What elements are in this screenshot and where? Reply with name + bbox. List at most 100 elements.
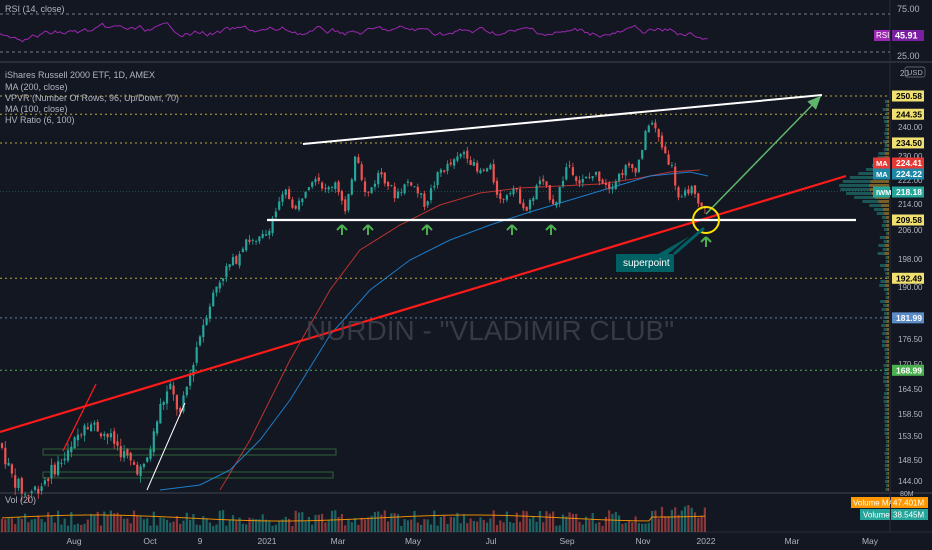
vpvr-bar-up — [883, 240, 887, 243]
volume-bar — [208, 522, 211, 532]
white-short-trendline[interactable] — [146, 402, 186, 491]
candle-body — [459, 154, 462, 157]
support-arrow-icon — [506, 224, 518, 235]
volume-bar — [159, 517, 162, 532]
vpvr-bar-down — [887, 404, 889, 407]
price-tag-bg — [892, 214, 924, 226]
vpvr-bar-down — [886, 240, 889, 243]
volume-ma-label-bg — [851, 497, 890, 508]
price-tick: 164.50 — [898, 385, 923, 394]
rsi-pane[interactable]: RSI (14, close) 75.00 25.00 RSI 45.91 — [0, 4, 924, 61]
volume-bar — [30, 519, 33, 532]
candle-body — [512, 188, 515, 195]
price-tick: 176.50 — [898, 335, 923, 344]
candle-body — [208, 306, 211, 319]
candle-body — [367, 191, 370, 193]
vpvr-bar-up — [884, 312, 888, 315]
candle-body — [591, 176, 594, 179]
candle-body — [47, 478, 50, 481]
volume-bar — [288, 518, 291, 532]
candle-body — [489, 164, 492, 170]
candle-body — [350, 179, 353, 195]
red-short-trendline[interactable] — [62, 383, 97, 452]
time-axis[interactable]: Aug Oct 9 2021 Mar May Jul Sep Nov 2022 Mar May — [66, 536, 878, 546]
volume-bar — [179, 523, 182, 532]
price-tag-bg — [892, 90, 924, 102]
candle-body — [624, 165, 627, 176]
volume-bar — [393, 513, 396, 532]
candle-body — [60, 463, 63, 465]
volume-bar — [618, 515, 621, 532]
support-arrow-icon — [700, 236, 712, 247]
time-axis-label: 9 — [198, 536, 203, 546]
volume-bar — [33, 518, 37, 532]
volume-bar — [545, 511, 548, 532]
price-pane[interactable]: superpoint NURDIN - "VLADIMIR CLUB" 240.… — [0, 66, 926, 503]
candle-body — [568, 165, 571, 167]
volume-bar — [350, 522, 353, 532]
volume-bar — [222, 510, 225, 532]
price-tag-label-bg — [873, 157, 890, 169]
vpvr-bar-down — [885, 300, 889, 303]
volume-bar — [436, 525, 439, 532]
vpvr-bar-up — [878, 152, 885, 155]
candle-body — [80, 434, 83, 436]
candle-body — [33, 486, 37, 490]
candle-body — [429, 188, 433, 201]
candle-body — [453, 159, 456, 166]
support-zone-1[interactable] — [42, 448, 337, 456]
price-axis[interactable]: 240.00 230.00 222.00 214.00 206.00 198.00 190.… — [898, 123, 923, 486]
legend-ma100[interactable]: MA (100, close) — [5, 104, 68, 114]
candle-body — [347, 194, 350, 211]
candle-body — [674, 166, 677, 186]
volume-bar — [482, 520, 485, 532]
candle-body — [604, 182, 607, 185]
candle-body — [436, 172, 439, 186]
vpvr-bar-up — [885, 136, 888, 139]
volume-bar — [387, 521, 390, 532]
superpoint-circle[interactable] — [692, 206, 720, 234]
candle-body — [24, 494, 27, 496]
volume-bar — [261, 514, 264, 532]
volume-bar — [360, 517, 363, 532]
volume-bar — [149, 525, 152, 532]
volume-bar — [377, 511, 380, 532]
green-target-arrow[interactable] — [705, 95, 822, 215]
volume-bar — [57, 510, 60, 532]
volume-bar — [591, 512, 594, 532]
candle-body — [479, 170, 482, 174]
volume-bar — [538, 511, 541, 532]
volume-pane[interactable]: Vol (20) 80M Volume MA 47.401M Volume 38… — [0, 491, 928, 532]
legend-ma200[interactable]: MA (200, close) — [5, 82, 68, 92]
superpoint-callout-bg[interactable] — [616, 236, 690, 272]
volume-bar — [198, 525, 202, 532]
volume-bar — [357, 524, 360, 532]
vpvr-bar-up — [883, 116, 887, 119]
price-tick: 214.00 — [898, 200, 923, 209]
vpvr-bar-up — [883, 304, 887, 307]
volume-bar — [330, 510, 334, 532]
volume-bar — [317, 514, 320, 532]
red-rising-trendline[interactable] — [0, 174, 847, 434]
currency-badge[interactable] — [904, 66, 926, 78]
vpvr-bar-down — [887, 456, 889, 459]
vpvr-bar-down — [887, 348, 889, 351]
legend-hv-ratio[interactable]: HV Ratio (6, 100) — [5, 115, 75, 125]
candle-body — [340, 191, 343, 201]
candle-body — [552, 199, 555, 204]
candle-body — [63, 458, 66, 461]
candlesticks — [0, 119, 706, 503]
volume-bar — [396, 514, 400, 532]
vpvr-bar-up — [884, 132, 888, 135]
legend-vpvr[interactable]: VPVR (Number Of Rows, 96, Up/Down, 70) — [5, 93, 180, 103]
vpvr-bar-down — [887, 436, 889, 439]
price-tag: 209.58 — [896, 215, 922, 225]
candle-body — [304, 191, 307, 198]
white-upper-channel-line[interactable] — [302, 94, 823, 145]
vpvr-bar-down — [887, 388, 889, 391]
legend-symbol[interactable]: iShares Russell 2000 ETF, 1D, AMEX — [5, 70, 156, 80]
vpvr-bar-down — [886, 288, 889, 291]
vpvr-bar-down — [887, 384, 889, 387]
candle-body — [693, 185, 697, 194]
support-zone-2[interactable] — [42, 471, 334, 479]
